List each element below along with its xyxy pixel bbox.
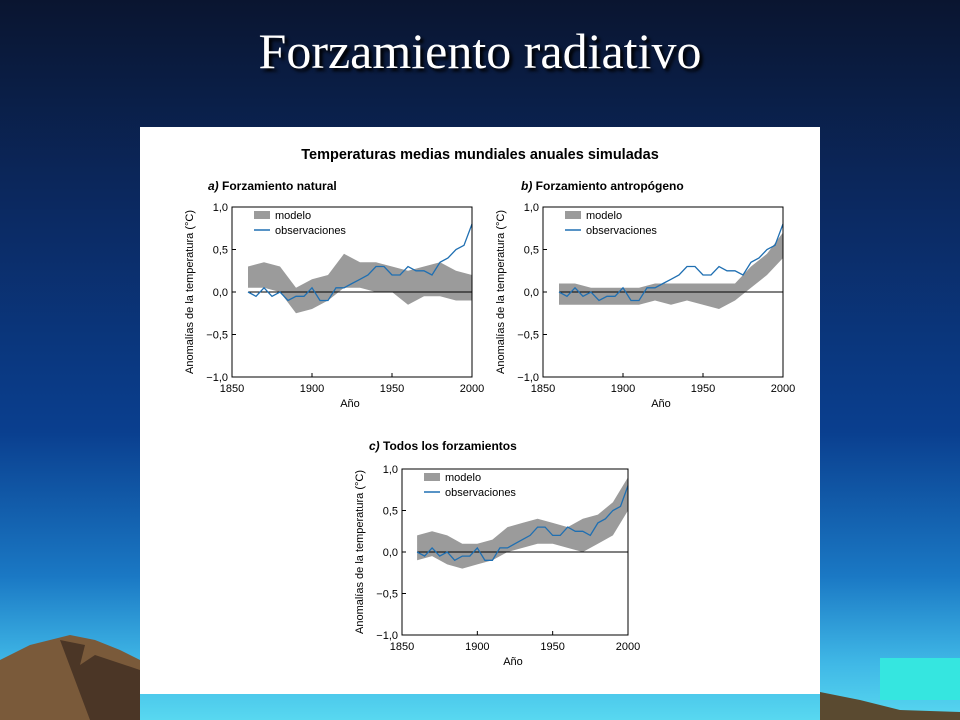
chart-2-xlabel: Año <box>651 398 671 410</box>
chart-3-ytick-label: −0,5 <box>376 589 398 601</box>
chart-1-legend-label-observaciones: observaciones <box>275 225 346 237</box>
chart-3-series-observaciones <box>416 485 629 562</box>
chart-1-ytick-label: −0,5 <box>206 330 228 342</box>
chart-2-ytick-label: 1,0 <box>524 202 539 214</box>
chart-3-ylabel: Anomalías de la temperatura (°C) <box>354 470 366 634</box>
chart-1-ytick-label: 0,0 <box>213 287 228 299</box>
chart-2-ytick-label: −1,0 <box>517 372 539 384</box>
chart-3: c) Todos los forzamientos 1850 1900 1950 200… <box>354 439 640 668</box>
chart-1-xtick-label: 1900 <box>300 383 324 395</box>
chart-1-ylabel: Anomalías de la temperatura (°C) <box>184 210 196 374</box>
chart-3-ytick-label: −1,0 <box>376 630 398 642</box>
chart-2-series-observaciones <box>558 223 784 302</box>
chart-2-title: b) Forzamiento antropógeno <box>521 179 684 193</box>
chart-3-xtick-label: 1900 <box>465 641 489 653</box>
chart-2-title-prefix: b) <box>521 179 536 193</box>
chart-1-title-text: Forzamiento natural <box>222 179 337 193</box>
figure-title: Temperaturas medias mundiales anuales si… <box>301 147 659 163</box>
chart-1-series-observaciones <box>247 223 473 302</box>
chart-1-series-modelo <box>248 253 472 314</box>
chart-3-xtick-label: 1850 <box>390 641 414 653</box>
chart-1-legend-label-modelo: modelo <box>275 210 311 222</box>
figure-panel: Temperaturas medias mundiales anuales si… <box>140 127 820 694</box>
chart-2-ytick-label: 0,0 <box>524 287 539 299</box>
chart-3-legend-swatch-modelo <box>424 473 440 481</box>
chart-3-xtick-label: 2000 <box>616 641 640 653</box>
chart-2-xtick-label: 1950 <box>691 383 715 395</box>
chart-1-title-prefix: a) <box>208 179 222 193</box>
chart-3-title-text: Todos los forzamientos <box>383 439 517 453</box>
chart-2-xtick-label: 1900 <box>611 383 635 395</box>
chart-3-legend-label-modelo: modelo <box>445 472 481 484</box>
chart-2-title-text: Forzamiento antropógeno <box>536 179 684 193</box>
chart-2-xtick-label: 1850 <box>531 383 555 395</box>
chart-3-series-modelo <box>417 477 628 569</box>
figure-canvas: Temperaturas medias mundiales anuales si… <box>184 147 795 668</box>
chart-2-ytick-label: 0,5 <box>524 245 539 257</box>
chart-2-xtick-label: 2000 <box>771 383 795 395</box>
chart-1-title: a) Forzamiento natural <box>208 179 337 193</box>
chart-3-title: c) Todos los forzamientos <box>369 439 517 453</box>
chart-2-ylabel: Anomalías de la temperatura (°C) <box>495 210 507 374</box>
mountain-shadow <box>60 640 140 720</box>
sea-highlight <box>880 658 960 700</box>
chart-1-xtick-label: 2000 <box>460 383 484 395</box>
coast-shape <box>820 692 960 720</box>
chart-1-xtick-label: 1950 <box>380 383 404 395</box>
chart-3-ytick-label: 0,5 <box>383 506 398 518</box>
chart-3-ytick-label: 1,0 <box>383 464 398 476</box>
chart-3-title-prefix: c) <box>369 439 383 453</box>
chart-3-xtick-label: 1950 <box>540 641 564 653</box>
chart-2-legend-swatch-modelo <box>565 211 581 219</box>
chart-1-xlabel: Año <box>340 398 360 410</box>
chart-1-legend-swatch-modelo <box>254 211 270 219</box>
chart-2-legend-label-modelo: modelo <box>586 210 622 222</box>
landscape-decoration <box>0 635 960 720</box>
chart-3-xlabel: Año <box>503 656 523 668</box>
chart-1-ytick-label: −1,0 <box>206 372 228 384</box>
chart-1-ytick-label: 1,0 <box>213 202 228 214</box>
slide-title: Forzamiento radiativo <box>258 23 702 79</box>
chart-1-ytick-label: 0,5 <box>213 245 228 257</box>
chart-1-xtick-label: 1850 <box>220 383 244 395</box>
chart-3-legend-label-observaciones: observaciones <box>445 487 516 499</box>
chart-2: b) Forzamiento antropógeno 1850 1900 1950 20… <box>495 179 795 410</box>
chart-2-ytick-label: −0,5 <box>517 330 539 342</box>
chart-1: a) Forzamiento natural 1850 1900 1950 2000 1,… <box>184 179 484 410</box>
chart-2-legend-label-observaciones: observaciones <box>586 225 657 237</box>
chart-2-series-modelo <box>559 232 783 309</box>
chart-3-ytick-label: 0,0 <box>383 547 398 559</box>
